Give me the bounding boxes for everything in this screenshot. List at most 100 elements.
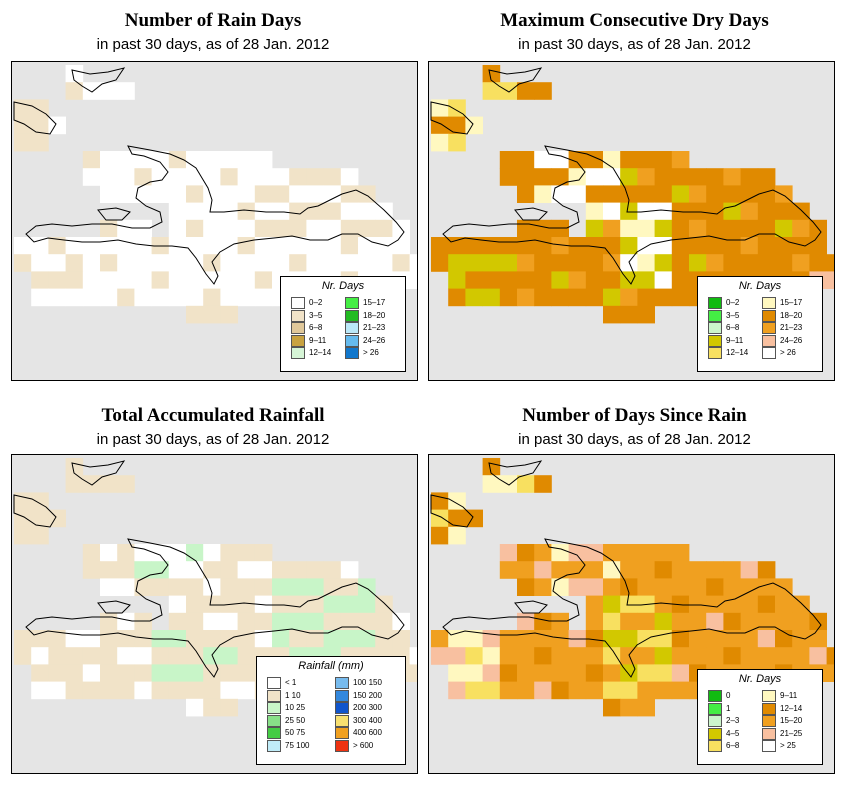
- legend-swatch: [762, 727, 776, 740]
- grid-cell: [272, 168, 290, 186]
- grid-cell: [151, 151, 170, 169]
- grid-cell: [100, 151, 118, 169]
- grid-cell: [654, 612, 673, 631]
- grid-cell: [272, 185, 290, 203]
- grid-cell: [482, 65, 501, 83]
- legend-label: > 26: [780, 348, 796, 357]
- grid-cell: [237, 168, 256, 186]
- grid-cell: [620, 237, 638, 255]
- grid-cell: [82, 237, 101, 255]
- grid-cell: [740, 237, 759, 255]
- grid-cell: [220, 151, 238, 169]
- grid-cell: [254, 219, 273, 238]
- grid-cell: [203, 561, 221, 579]
- legend-swatch: [708, 334, 722, 347]
- grid-cell: [186, 647, 204, 665]
- grid-cell: [551, 254, 569, 272]
- grid-cell: [117, 664, 135, 682]
- grid-cell: [671, 612, 690, 631]
- grid-cell: [340, 237, 359, 255]
- grid-cell: [775, 595, 793, 614]
- grid-cell: [220, 681, 238, 700]
- legend-swatch: [267, 689, 281, 702]
- grid-cell: [465, 630, 483, 648]
- grid-cell: [706, 561, 724, 579]
- legend-label: 6–8: [309, 323, 323, 332]
- coastline: [71, 67, 126, 93]
- grid-cell: [168, 185, 187, 203]
- grid-cell: [186, 578, 204, 596]
- legend-swatch: [335, 727, 349, 739]
- grid-cell: [237, 681, 256, 700]
- grid-cell: [203, 612, 221, 631]
- grid-cell: [82, 288, 101, 307]
- grid-cell: [237, 254, 256, 272]
- grid-cell: [117, 612, 135, 631]
- grid-cell: [723, 578, 741, 596]
- grid-cell: [272, 630, 290, 648]
- grid-cell: [551, 630, 569, 648]
- grid-cell: [620, 561, 638, 579]
- grid-cell: [499, 681, 518, 700]
- grid-cell: [272, 578, 290, 596]
- grid-cell: [499, 82, 518, 100]
- grid-cell: [14, 647, 32, 665]
- legend-swatch: [335, 702, 349, 714]
- legend-label: 100 150: [353, 678, 382, 687]
- grid-cell: [568, 254, 587, 272]
- panel-subtitle: in past 30 days, as of 28 Jan. 2012: [518, 431, 751, 448]
- grid-cell: [551, 681, 569, 700]
- grid-cell: [48, 681, 66, 700]
- grid-cell: [168, 561, 187, 579]
- grid-cell: [757, 630, 776, 648]
- grid-cell: [100, 288, 118, 307]
- coastline: [442, 145, 822, 285]
- grid-cell: [100, 612, 118, 631]
- grid-cell: [31, 630, 49, 648]
- grid-cell: [220, 647, 238, 665]
- grid-cell: [254, 271, 273, 289]
- grid-cell: [65, 475, 84, 493]
- grid-cell: [517, 475, 535, 493]
- grid-cell: [757, 595, 776, 614]
- grid-cell: [740, 185, 759, 203]
- legend-swatch: [762, 297, 776, 309]
- grid-cell: [689, 168, 707, 186]
- grid-cell: [603, 664, 621, 682]
- grid-cell: [375, 630, 393, 648]
- grid-cell: [134, 185, 152, 203]
- legend-swatch: [335, 714, 349, 727]
- grid-cell: [499, 254, 518, 272]
- legend-swatch: [267, 702, 281, 714]
- grid-cell: [740, 612, 759, 631]
- grid-cell: [740, 630, 759, 648]
- grid-cell: [14, 492, 32, 510]
- grid-cell: [706, 168, 724, 186]
- grid-cell: [134, 288, 152, 307]
- grid-cell: [151, 647, 170, 665]
- grid-cell: [517, 237, 535, 255]
- grid-cell: [100, 237, 118, 255]
- grid-cell: [775, 202, 793, 221]
- legend-label: > 600: [353, 740, 374, 750]
- grid-cell: [254, 288, 273, 307]
- grid-cell: [431, 116, 449, 135]
- grid-cell: [654, 168, 673, 186]
- grid-cell: [551, 544, 569, 562]
- grid-cell: [65, 681, 84, 700]
- grid-cell: [740, 561, 759, 579]
- grid-cell: [254, 168, 273, 186]
- legend-label: 12–14: [309, 348, 332, 357]
- grid-cell: [31, 271, 49, 289]
- grid-cell: [568, 271, 587, 289]
- grid-cell: [340, 595, 359, 614]
- grid-cell: [499, 544, 518, 562]
- grid-cell: [551, 664, 569, 682]
- grid-cell: [168, 237, 187, 255]
- grid-cell: [117, 185, 135, 203]
- grid-cell: [465, 271, 483, 289]
- grid-cell: [757, 561, 776, 579]
- grid-cell: [203, 185, 221, 203]
- legend-label: 4–5: [726, 728, 740, 738]
- grid-cell: [585, 561, 604, 579]
